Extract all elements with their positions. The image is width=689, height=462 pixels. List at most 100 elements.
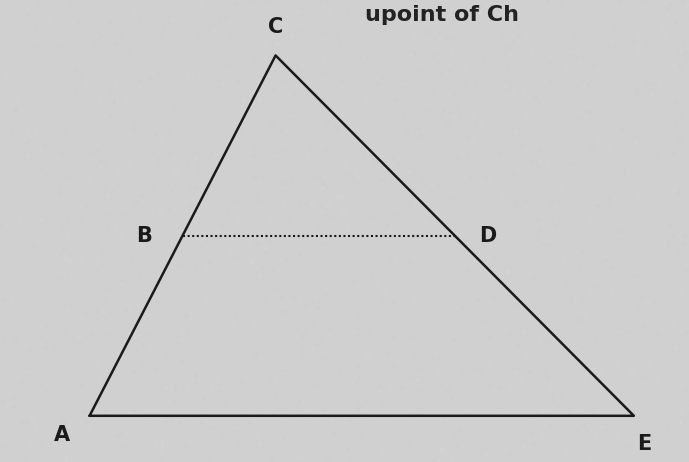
Point xyxy=(352,231,363,238)
Point xyxy=(504,397,515,405)
Point xyxy=(625,310,636,317)
Point xyxy=(265,40,276,47)
Point xyxy=(170,338,181,345)
Point xyxy=(376,171,387,179)
Point xyxy=(161,384,172,391)
Point xyxy=(43,226,54,233)
Point xyxy=(340,35,351,42)
Point xyxy=(217,380,228,387)
Point xyxy=(18,57,29,64)
Point xyxy=(12,7,23,14)
Point xyxy=(302,57,313,64)
Point xyxy=(506,241,517,249)
Point xyxy=(211,123,222,130)
Point xyxy=(231,103,242,110)
Point xyxy=(102,425,113,432)
Point xyxy=(175,325,186,333)
Point xyxy=(71,39,82,47)
Point xyxy=(582,275,593,282)
Point xyxy=(422,213,433,220)
Point xyxy=(271,152,282,159)
Point xyxy=(109,186,120,194)
Point xyxy=(576,69,587,76)
Point xyxy=(212,28,223,35)
Point xyxy=(610,320,621,328)
Point xyxy=(163,90,174,97)
Point xyxy=(232,259,243,266)
Point xyxy=(99,411,110,418)
Point xyxy=(480,174,491,182)
Point xyxy=(364,340,375,347)
Point xyxy=(435,414,446,422)
Point xyxy=(364,312,376,320)
Point xyxy=(619,353,630,360)
Point xyxy=(428,17,439,24)
Point xyxy=(316,74,327,81)
Point xyxy=(560,281,571,289)
Point xyxy=(546,54,557,61)
Point xyxy=(518,100,529,108)
Point xyxy=(626,191,637,198)
Point xyxy=(570,309,581,316)
Point xyxy=(165,232,176,240)
Point xyxy=(668,223,679,231)
Point xyxy=(215,76,226,83)
Point xyxy=(198,79,209,87)
Point xyxy=(98,309,109,316)
Point xyxy=(623,282,634,290)
Point xyxy=(422,203,433,211)
Point xyxy=(363,88,374,96)
Point xyxy=(545,421,556,428)
Point xyxy=(546,196,557,204)
Point xyxy=(327,37,338,45)
Point xyxy=(164,377,175,384)
Point xyxy=(80,310,91,317)
Point xyxy=(214,388,225,395)
Point xyxy=(191,440,202,448)
Point xyxy=(282,218,294,225)
Point xyxy=(341,305,352,312)
Point xyxy=(223,226,234,234)
Point xyxy=(116,205,127,213)
Point xyxy=(112,50,123,57)
Point xyxy=(395,265,406,272)
Point xyxy=(110,275,121,283)
Point xyxy=(475,5,486,12)
Point xyxy=(525,369,536,376)
Point xyxy=(496,0,507,8)
Point xyxy=(169,200,180,207)
Point xyxy=(266,2,277,10)
Point xyxy=(216,342,227,350)
Point xyxy=(107,29,118,36)
Point xyxy=(675,445,686,453)
Point xyxy=(359,151,370,158)
Point xyxy=(163,22,174,30)
Point xyxy=(353,18,364,26)
Point xyxy=(79,203,90,210)
Point xyxy=(24,371,35,379)
Point xyxy=(398,430,409,437)
Point xyxy=(526,201,537,208)
Point xyxy=(16,120,27,128)
Point xyxy=(382,194,393,201)
Point xyxy=(643,260,654,267)
Point xyxy=(198,407,209,415)
Point xyxy=(260,406,271,413)
Point xyxy=(260,245,271,253)
Point xyxy=(298,345,309,353)
Point xyxy=(94,238,105,245)
Point xyxy=(531,313,542,321)
Point xyxy=(37,107,48,115)
Point xyxy=(105,206,116,213)
Point xyxy=(439,105,450,112)
Point xyxy=(559,401,570,408)
Point xyxy=(619,219,630,226)
Point xyxy=(503,268,514,276)
Point xyxy=(566,17,577,24)
Point xyxy=(144,237,155,245)
Point xyxy=(0,322,11,329)
Point xyxy=(297,326,308,333)
Point xyxy=(76,339,87,346)
Point xyxy=(343,389,354,396)
Point xyxy=(11,139,22,146)
